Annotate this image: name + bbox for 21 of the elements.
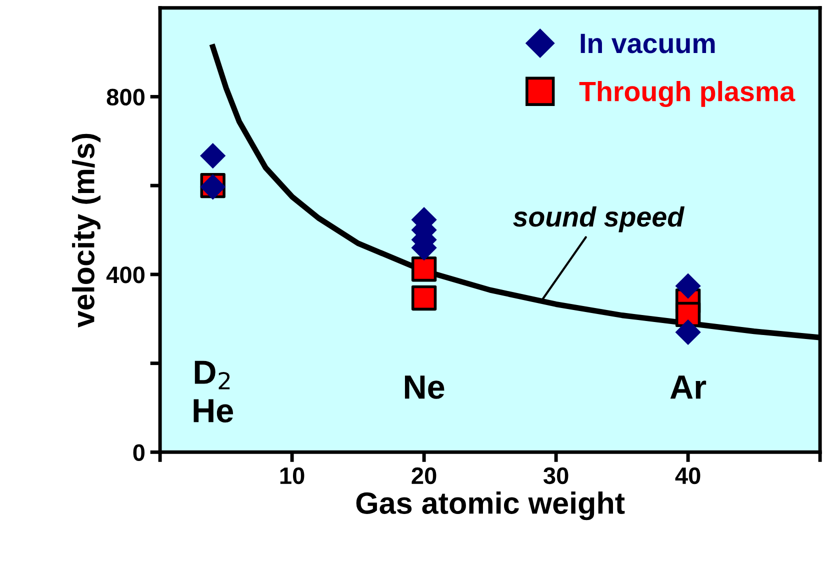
point [675,302,701,328]
legend-label: Through plasma [579,80,796,107]
annotation: sound speed [513,206,685,232]
point [200,143,226,169]
annotation: Ar [670,376,706,399]
y-tick-label: 0 [133,444,144,461]
legend-label: In vacuum [580,34,715,54]
point [675,273,701,299]
y-tick-label: 400 [106,266,145,284]
x-axis-title: Gas atomic weight [356,492,625,520]
y-axis-title: velocity (m/s) [72,134,101,328]
point [411,285,437,311]
point [411,256,437,282]
point [675,319,701,346]
y-tick-label: 800 [106,88,145,106]
annotation: Ne [404,376,444,399]
annotation: D$_{2}$ He [194,360,234,423]
x-tick-label: 30 [543,467,568,484]
x-tick-label: 20 [412,467,436,484]
x-tick-label: 10 [280,467,304,484]
x-tick-label: 40 [675,467,700,484]
